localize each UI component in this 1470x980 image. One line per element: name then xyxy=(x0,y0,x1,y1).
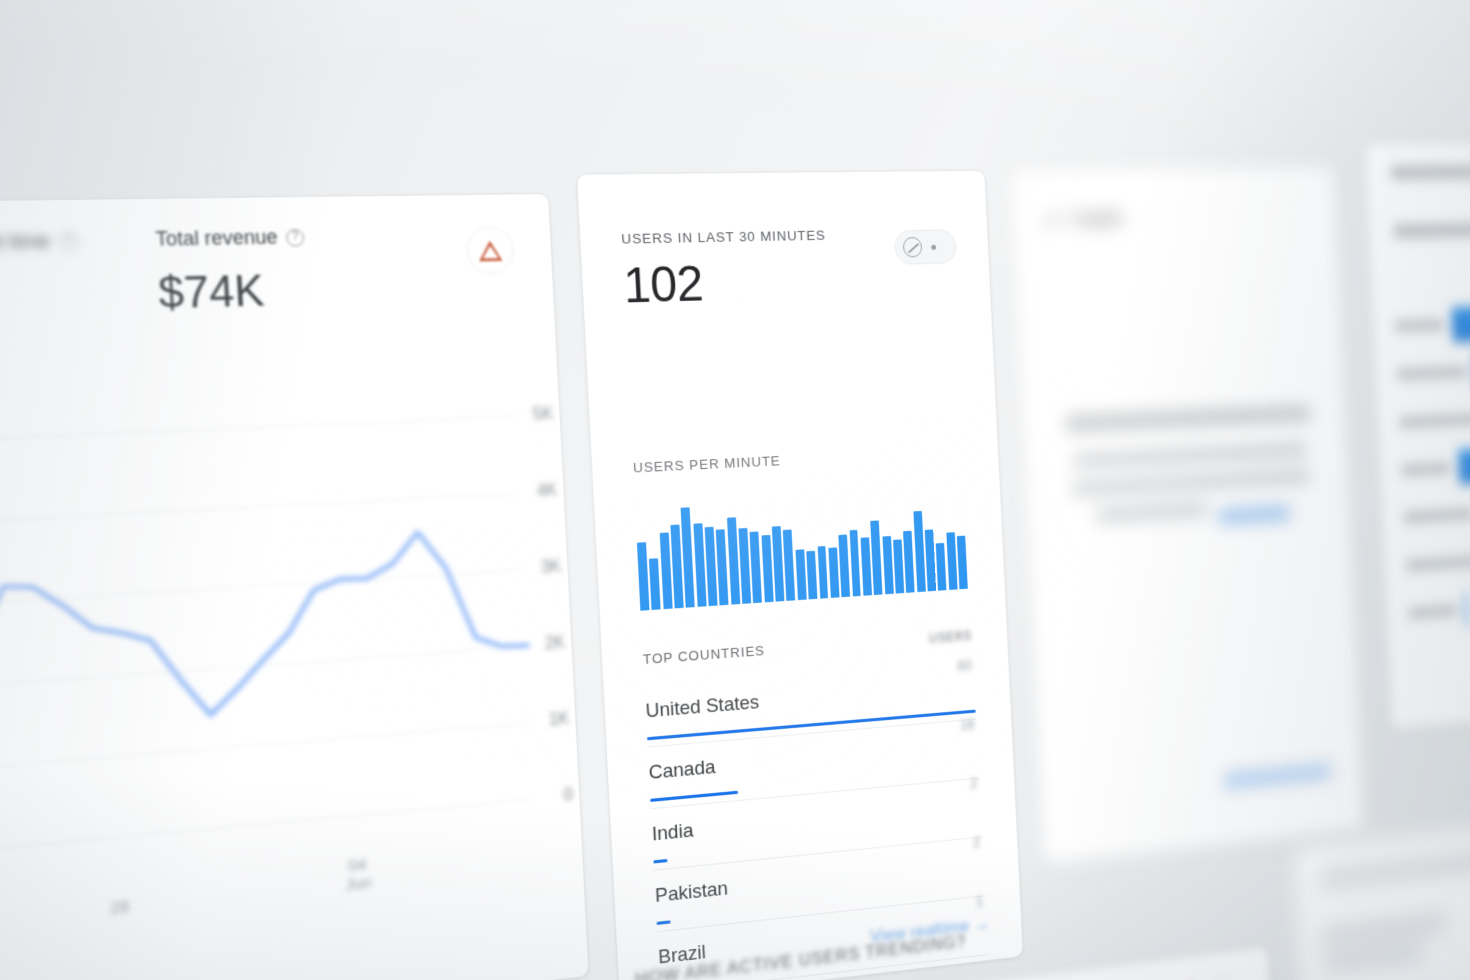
users-per-minute-bar[interactable] xyxy=(924,529,937,592)
users-per-minute-bar[interactable] xyxy=(946,532,958,590)
more-dot-icon[interactable] xyxy=(931,244,937,250)
warning-triangle-icon[interactable] xyxy=(465,226,515,275)
users-per-minute-bar[interactable] xyxy=(860,537,872,596)
card-insights[interactable]: Insights xyxy=(1009,166,1365,865)
hbar-row-label xyxy=(1397,367,1468,380)
users-per-minute-bar[interactable] xyxy=(817,546,829,599)
top-countries-header: TOP COUNTRIES USERS xyxy=(643,628,973,668)
users-per-minute-bar[interactable] xyxy=(838,534,851,598)
x-tick: 04 Jun xyxy=(344,854,373,895)
users-per-minute-bar[interactable] xyxy=(716,529,729,606)
users-per-minute-bar[interactable] xyxy=(783,529,796,601)
users-per-minute-bar[interactable] xyxy=(761,535,774,603)
hbar-row-bar xyxy=(1457,448,1470,485)
card-overview[interactable]: Average engagement time ? 61s Total reve… xyxy=(0,192,590,980)
insights-footer-link[interactable] xyxy=(1223,765,1332,787)
users-per-minute-bar[interactable] xyxy=(912,510,926,593)
top-country-name: Canada xyxy=(648,756,716,785)
kpi-revenue-label: Total revenue xyxy=(154,225,279,251)
insights-header: Insights xyxy=(1044,209,1124,230)
users-per-minute-bar[interactable] xyxy=(738,528,752,604)
hbar-row-label xyxy=(1406,555,1470,571)
top-country-bar xyxy=(656,919,671,925)
help-circle-icon[interactable]: ? xyxy=(58,231,79,251)
hbar-row-label xyxy=(1403,509,1470,523)
kpi-engagement-label: Average engagement time xyxy=(0,229,51,257)
insights-sparkle-icon xyxy=(1044,212,1063,226)
top-country-users: 2 xyxy=(969,774,978,792)
hbar-row-label xyxy=(1408,605,1458,619)
users-per-minute-bar[interactable] xyxy=(771,526,785,602)
users-per-minute-bar[interactable] xyxy=(636,542,650,611)
overview-kpis: Average engagement time ? 61s Total reve… xyxy=(0,222,556,385)
realtime-ring-icon xyxy=(902,236,923,258)
hbar-title-placeholder xyxy=(1391,164,1470,179)
top-country-name: United States xyxy=(645,691,760,723)
top-countries-label: TOP COUNTRIES xyxy=(642,642,766,668)
kpi-total-revenue[interactable]: Total revenue ? $74K xyxy=(155,226,308,320)
realtime-toggle-icon[interactable] xyxy=(893,229,958,265)
users-per-minute-bar[interactable] xyxy=(749,531,763,604)
hbar-row-bar xyxy=(1451,302,1470,342)
users-per-minute-bar[interactable] xyxy=(849,530,862,597)
hbar-row-bar xyxy=(1464,592,1469,627)
top-country-name: India xyxy=(651,819,694,846)
help-circle-icon[interactable] xyxy=(1212,975,1231,980)
users-per-minute-label: USERS PER MINUTE xyxy=(632,452,781,476)
top-country-users: 1 xyxy=(975,892,984,910)
card-bottom-right[interactable] xyxy=(1293,811,1470,980)
users-per-minute-bar[interactable] xyxy=(935,542,947,591)
users-per-minute-bar[interactable] xyxy=(903,530,915,593)
users-per-minute-bar[interactable] xyxy=(892,539,905,594)
kpi-revenue-value: $74K xyxy=(157,266,266,319)
hbar-row-label xyxy=(1394,320,1445,332)
users-column-label: USERS xyxy=(928,628,973,646)
hbar-subtitle-placeholder xyxy=(1393,220,1470,238)
card-horizontal-bar[interactable] xyxy=(1364,140,1470,730)
users-per-minute-bar[interactable] xyxy=(795,549,807,601)
top-country-bar xyxy=(650,790,739,802)
line-series xyxy=(0,372,585,948)
users-per-minute-bar-chart[interactable] xyxy=(635,490,968,611)
top-country-users: 16 xyxy=(959,715,975,734)
users-per-minute-bar[interactable] xyxy=(870,520,883,595)
top-country-name: Pakistan xyxy=(654,877,729,908)
users-per-minute-bar[interactable] xyxy=(659,532,673,610)
top-country-users: 2 xyxy=(972,833,981,851)
x-tick: 28 xyxy=(109,897,130,918)
users-per-minute-bar[interactable] xyxy=(680,507,696,608)
top-country-bar xyxy=(653,858,668,864)
hbar-row-label xyxy=(1399,413,1470,428)
insights-body-placeholder xyxy=(1059,406,1321,539)
users-per-minute-bar[interactable] xyxy=(956,535,968,590)
hbar-row[interactable] xyxy=(1394,294,1470,351)
kpi-engagement-value: 61s xyxy=(0,271,82,329)
users-per-minute-bar[interactable] xyxy=(806,550,818,600)
users-per-minute-bar[interactable] xyxy=(882,536,894,595)
kpi-engagement-time[interactable]: Average engagement time ? 61s xyxy=(0,229,82,329)
user-activity-icons xyxy=(1183,975,1231,980)
hbar-plot xyxy=(1394,294,1470,657)
top-country-users: 80 xyxy=(956,656,972,674)
insights-title: Insights xyxy=(1071,208,1125,229)
users-per-minute-bar[interactable] xyxy=(649,558,661,610)
card-realtime[interactable]: USERS IN LAST 30 MINUTES 102 USERS PER M… xyxy=(575,169,1024,980)
users-per-minute-bar[interactable] xyxy=(828,547,840,598)
hbar-row-label xyxy=(1401,462,1451,476)
help-circle-icon[interactable]: ? xyxy=(285,228,305,247)
